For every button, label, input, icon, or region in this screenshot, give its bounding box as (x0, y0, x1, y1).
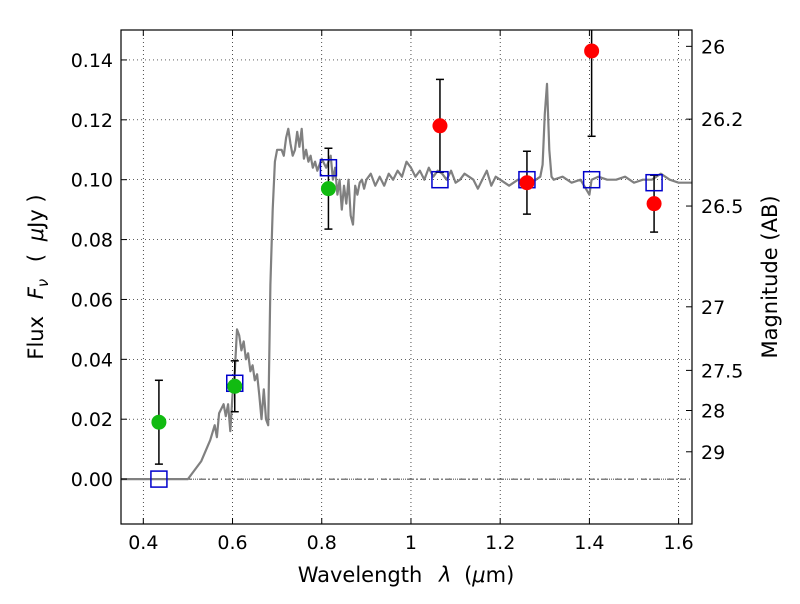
y-axis-label-sub: ν (34, 279, 52, 287)
x-tick-label: 1 (405, 532, 417, 554)
plot-frame (120, 29, 693, 525)
observed-points (151, 43, 662, 430)
magnitude-tick-label: 28 (701, 401, 725, 423)
y-axis-label: Flux Fν ( μJy ) (24, 194, 53, 359)
green-point (320, 181, 336, 197)
red-point (646, 196, 662, 212)
model-photometry-box (150, 470, 168, 488)
y-tick-label: 0.06 (71, 289, 113, 311)
magnitude-tick-label: 26.2 (701, 109, 743, 131)
x-axis-label-unit-open: ( (464, 563, 472, 587)
y-tick-label: 0.00 (71, 469, 113, 491)
model-spectrum (121, 82, 692, 481)
x-tick-label: 0.8 (307, 532, 337, 554)
y-axis-label-unit-open: ( (24, 254, 48, 262)
y-axis-label-unit-rest: Jy ) (24, 194, 48, 230)
magnitude-tick-label: 26 (701, 36, 725, 58)
y-tick-labels: 0.00 0.02 0.04 0.06 0.08 0.10 0.12 0.14 (71, 50, 113, 491)
red-point (519, 175, 535, 191)
x-tick-label: 1.6 (664, 532, 694, 554)
x-tick-label: 0.4 (128, 532, 158, 554)
x-axis-label-symbol: λ (438, 563, 451, 587)
model-spectrum-line (121, 82, 692, 481)
model-photometry-box (645, 173, 663, 192)
y-tick-label: 0.10 (71, 170, 113, 192)
right-axis-label: Magnitude (AB) (758, 195, 782, 358)
x-axis-label-unit-mu: μ (471, 563, 485, 587)
y-tick-label: 0.14 (71, 50, 113, 72)
green-point (227, 378, 243, 394)
y-axis-label-symbol: F (24, 286, 48, 299)
y-tick-label: 0.12 (71, 110, 113, 132)
x-tick-label: 1.2 (485, 532, 515, 554)
y-axis-label-unit-mu: μ (24, 228, 48, 242)
axis-ticks (121, 30, 692, 524)
y-axis-label-main: Flux (24, 316, 48, 360)
model-photometry-box (582, 170, 601, 189)
x-axis-label: Wavelength λ (μm) (298, 563, 515, 587)
x-tick-labels: 0.4 0.6 0.8 1 1.2 1.4 1.6 (128, 532, 694, 554)
red-point (584, 43, 600, 59)
magnitude-tick-labels: 26 26.2 26.5 27 27.5 28 29 (701, 36, 743, 463)
x-tick-label: 0.6 (217, 532, 247, 554)
magnitude-tick-label: 26.5 (701, 196, 743, 218)
model-photometry-box (319, 158, 338, 177)
y-tick-label: 0.04 (71, 349, 113, 371)
green-point (151, 414, 167, 430)
magnitude-tick-label: 27 (701, 297, 725, 319)
y-tick-label: 0.02 (71, 409, 113, 431)
magnitude-tick-label: 27.5 (701, 360, 743, 382)
red-point (432, 118, 448, 134)
model-photometry-boxes (150, 158, 663, 488)
errorbars (154, 30, 659, 465)
y-tick-label: 0.08 (71, 230, 113, 252)
magnitude-tick-label: 29 (701, 442, 725, 464)
x-axis-label-unit-rest: m) (486, 563, 515, 587)
x-tick-label: 1.4 (574, 532, 604, 554)
model-photometry-box (431, 170, 449, 189)
x-axis-label-main: Wavelength (298, 563, 423, 587)
